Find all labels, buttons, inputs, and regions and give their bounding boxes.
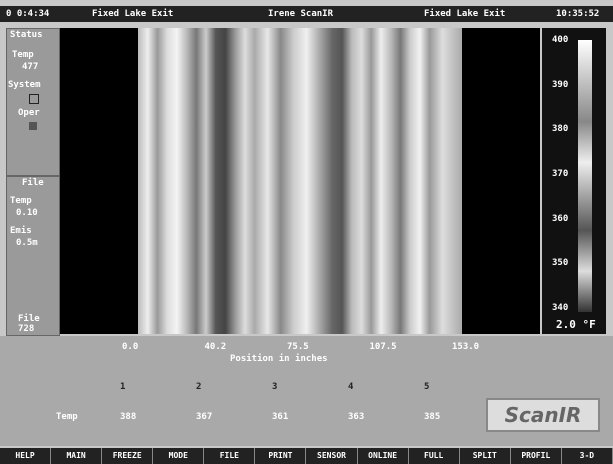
axis-title: Position in inches <box>230 354 328 364</box>
temp-value: 385 <box>424 412 440 422</box>
mode: Fixed Lake Exit <box>92 9 173 19</box>
position-label: 40.2 <box>205 342 227 352</box>
position-label: 107.5 <box>370 342 397 352</box>
menu-button[interactable]: FULL <box>409 448 460 464</box>
marker: 1 <box>120 382 125 392</box>
title: Irene ScanIR <box>268 9 333 19</box>
colorbar-label: 380 <box>552 124 568 134</box>
thermal-scan <box>138 28 462 334</box>
colorbar-label: 340 <box>552 303 568 313</box>
menu-button[interactable]: PRINT <box>255 448 306 464</box>
menu-button[interactable]: HELP <box>0 448 51 464</box>
label: Oper <box>18 108 40 118</box>
menu-button[interactable]: PROFIL <box>511 448 562 464</box>
menu-button[interactable]: MODE <box>153 448 204 464</box>
value: 477 <box>22 62 38 72</box>
label: Temp <box>12 50 34 60</box>
span: 2.0 °F <box>556 318 596 331</box>
position-label: 153.0 <box>452 342 479 352</box>
position-label: 0.0 <box>122 342 138 352</box>
colorbar-label: 350 <box>552 258 568 268</box>
panel-title: Status <box>10 30 43 40</box>
marker: 2 <box>196 382 201 392</box>
temp-value: 367 <box>196 412 212 422</box>
row-label: Temp <box>56 412 78 422</box>
clock: 10:35:52 <box>556 9 599 19</box>
temp-value: 363 <box>348 412 364 422</box>
position-label: 75.5 <box>287 342 309 352</box>
menu-button[interactable]: FREEZE <box>102 448 153 464</box>
menu-button[interactable]: 3-D <box>562 448 613 464</box>
colorbar <box>578 40 592 312</box>
marker: 3 <box>272 382 277 392</box>
mode: Fixed Lake Exit <box>424 9 505 19</box>
value: 0.5m <box>16 238 38 248</box>
colorbar-panel <box>542 28 606 334</box>
label: Emis <box>10 226 32 236</box>
label: File <box>18 314 40 324</box>
label: System <box>8 80 41 90</box>
colorbar-label: 400 <box>552 35 568 45</box>
colorbar-label: 390 <box>552 80 568 90</box>
colorbar-label: 360 <box>552 214 568 224</box>
colorbar-label: 370 <box>552 169 568 179</box>
indicator[interactable] <box>29 122 37 130</box>
menu-button[interactable]: ONLINE <box>358 448 409 464</box>
menu-button[interactable]: SPLIT <box>460 448 511 464</box>
menu-button[interactable]: FILE <box>204 448 255 464</box>
value: 728 <box>18 324 34 334</box>
logo: ScanIR <box>486 398 600 432</box>
marker: 4 <box>348 382 353 392</box>
scanner-screen: 0 0:4:34 Fixed Lake Exit Irene ScanIR Fi… <box>0 0 613 464</box>
menu-button[interactable]: SENSOR <box>306 448 357 464</box>
clock: 0 0:4:34 <box>6 9 49 19</box>
indicator[interactable] <box>29 94 39 104</box>
menu-button[interactable]: MAIN <box>51 448 102 464</box>
value: 0.10 <box>16 208 38 218</box>
panel-title: File <box>22 178 44 188</box>
temp-value: 361 <box>272 412 288 422</box>
marker: 5 <box>424 382 429 392</box>
temp-value: 388 <box>120 412 136 422</box>
label: Temp <box>10 196 32 206</box>
